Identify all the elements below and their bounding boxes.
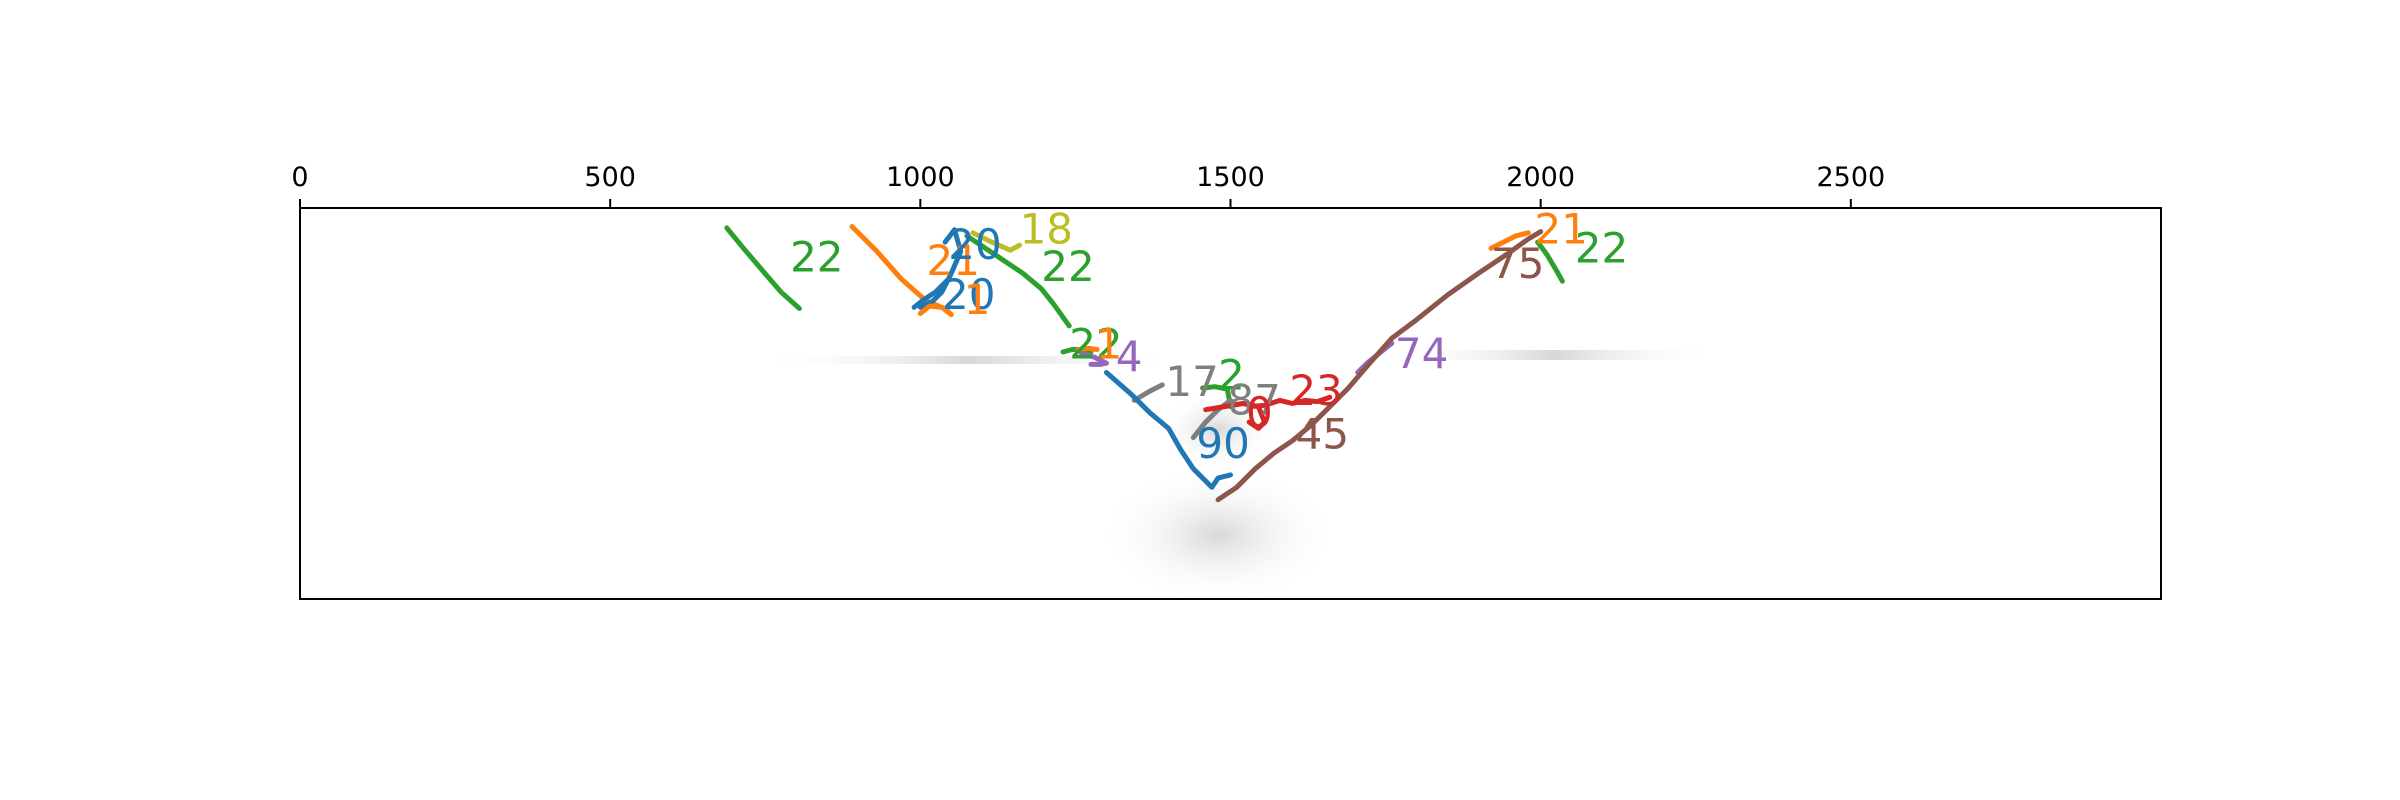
track-label-12: 2: [1218, 351, 1245, 400]
band-right: [1390, 350, 1720, 360]
x-axis-top: 0 500 1000 1500 2000 2500: [291, 162, 1885, 208]
track-label-16: 45: [1296, 410, 1349, 459]
track-line-2: [917, 227, 964, 310]
x-tick-label: 1000: [886, 162, 955, 193]
track-line-11: [1103, 370, 1233, 490]
track-label-17: 74: [1395, 329, 1448, 378]
track-label-8: 1: [1095, 320, 1122, 369]
track-label-14: 0: [1246, 388, 1273, 437]
track-label-7: 22: [1069, 320, 1122, 369]
track-line-18: [1345, 229, 1544, 391]
track-line-4: [917, 303, 954, 318]
track-label-1: 21: [927, 236, 980, 285]
track-label-9: 4: [1116, 332, 1143, 381]
track-label-19: 21: [1534, 205, 1587, 254]
track-line-9: [1079, 351, 1109, 367]
x-tick-label: 1500: [1196, 162, 1265, 193]
track-label-4: 1: [964, 275, 991, 324]
event-image-background: [760, 350, 1720, 605]
track-label-6: 22: [1041, 242, 1094, 291]
track-label-5: 18: [1020, 205, 1073, 254]
track-line-20: [1535, 239, 1565, 284]
track-label-15: 23: [1289, 366, 1342, 415]
tracks-layer: [724, 224, 1565, 503]
x-tick-label: 0: [291, 162, 308, 193]
track-label-11: 90: [1196, 419, 1249, 468]
track-line-6: [964, 233, 1072, 329]
track-label-2: 20: [948, 220, 1001, 269]
track-line-19: [1488, 230, 1531, 251]
track-line-10: [1131, 382, 1165, 403]
track-label-10: 17: [1165, 357, 1218, 406]
x-tick-label: 500: [584, 162, 636, 193]
track-line-15: [1246, 394, 1333, 410]
x-tick-label: 2000: [1506, 162, 1575, 193]
track-label-13: 87: [1227, 375, 1280, 424]
track-line-0: [724, 225, 802, 311]
x-tick-label: 2500: [1816, 162, 1885, 193]
track-label-18: 75: [1491, 239, 1544, 288]
track-line-8: [1076, 345, 1100, 352]
track-label-20: 22: [1575, 223, 1628, 272]
track-label-0: 22: [790, 233, 843, 282]
track-line-16: [1215, 385, 1351, 503]
track-line-5: [970, 230, 1023, 253]
glow-bottom: [1098, 465, 1338, 605]
track-label-3: 20: [942, 270, 995, 319]
track-line-12: [1200, 384, 1233, 410]
track-line-3: [911, 276, 951, 310]
band-left: [760, 356, 1180, 364]
glow-center: [1158, 390, 1278, 470]
